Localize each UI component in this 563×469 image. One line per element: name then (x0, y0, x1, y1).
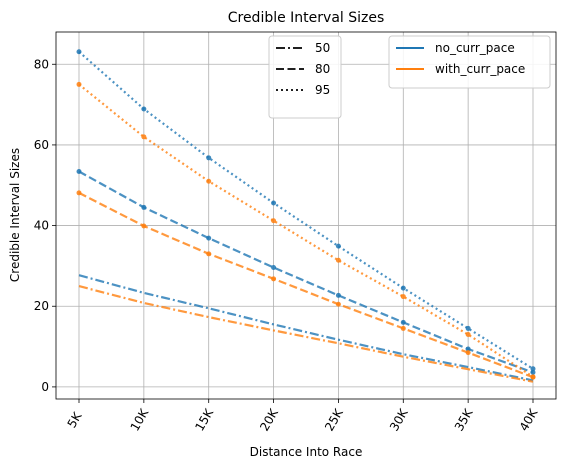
series-line (78, 170, 534, 374)
y-tick-label: 80 (34, 57, 49, 71)
data-point (141, 223, 147, 229)
plot-frame (55, 31, 557, 400)
legend-level-label: 95 (315, 83, 330, 97)
data-point (141, 106, 147, 112)
legend-models: no_curr_pace with_curr_pace (388, 35, 551, 89)
legend-model-label: no_curr_pace (435, 41, 515, 55)
data-point (141, 134, 147, 140)
data-point (271, 276, 277, 282)
series-line (78, 191, 534, 379)
data-point (141, 204, 147, 210)
data-point (465, 350, 471, 356)
data-point (76, 169, 82, 175)
data-point (206, 178, 212, 184)
data-point (76, 81, 82, 87)
data-point (206, 251, 212, 257)
y-tick-label: 0 (41, 380, 49, 394)
legend-level-label: 80 (315, 62, 330, 76)
data-point (335, 292, 341, 298)
series-with_curr_pace-50 (78, 285, 534, 383)
data-point (530, 369, 536, 375)
data-point (465, 331, 471, 337)
data-point (271, 200, 277, 206)
legend-models-box (388, 35, 551, 89)
y-tick-label: 40 (34, 219, 49, 233)
legend-levels: 50 80 95 (268, 35, 342, 119)
series-layer (76, 49, 536, 383)
legend-levels-box (268, 35, 342, 119)
data-point (76, 49, 82, 55)
data-point (335, 257, 341, 263)
data-point (206, 155, 212, 161)
series-no_curr_pace-50 (78, 274, 534, 382)
x-axis-label: Distance Into Race (250, 445, 363, 459)
data-point (400, 319, 406, 325)
y-axis: 0 20 40 60 80 (34, 57, 56, 394)
series-line (78, 50, 534, 370)
data-point (530, 366, 536, 372)
y-tick-label: 60 (34, 138, 49, 152)
data-point (400, 285, 406, 291)
data-point (400, 325, 406, 331)
series-no_curr_pace-80 (76, 169, 536, 375)
data-point (335, 301, 341, 307)
y-axis-label: Credible Interval Sizes (8, 148, 22, 282)
data-point (271, 218, 277, 224)
series-no_curr_pace-95 (76, 49, 536, 372)
data-point (465, 325, 471, 331)
series-with_curr_pace-95 (76, 81, 536, 380)
legend-model-label: with_curr_pace (435, 62, 525, 76)
data-point (400, 294, 406, 300)
series-line (78, 285, 534, 383)
series-line (78, 83, 534, 378)
data-point (76, 190, 82, 196)
series-line (78, 274, 534, 382)
data-point (530, 374, 536, 380)
data-point (335, 243, 341, 249)
chart-title: Credible Interval Sizes (228, 10, 385, 26)
data-point (271, 265, 277, 271)
data-point (465, 346, 471, 352)
data-point (206, 235, 212, 241)
y-tick-label: 20 (34, 299, 49, 313)
legend-level-label: 50 (315, 41, 330, 55)
